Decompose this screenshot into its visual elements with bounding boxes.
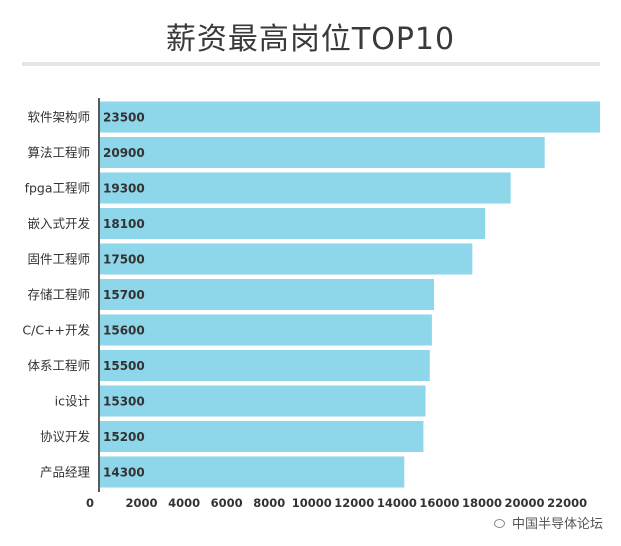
x-tick-label: 16000 xyxy=(419,496,459,510)
bar xyxy=(100,279,435,310)
watermark: 中国半导体论坛 xyxy=(493,513,603,532)
bar xyxy=(100,137,545,168)
bar xyxy=(100,385,426,417)
x-tick-label: 2000 xyxy=(126,496,158,510)
category-label: 存储工程师 xyxy=(27,287,90,302)
x-tick-label: 10000 xyxy=(292,496,332,510)
x-tick-label: 20000 xyxy=(505,496,545,510)
bar xyxy=(100,208,486,239)
wechat-icon xyxy=(493,517,508,529)
x-tick-label: 6000 xyxy=(211,496,243,510)
ticks-layer: 0 2000 4000 6000 8000 10000 12000 14000 16000 180… xyxy=(86,496,587,510)
bar xyxy=(100,350,430,381)
chart-title: 薪资最高岗位TOP10 xyxy=(165,22,456,57)
x-tick-label: 4000 xyxy=(168,496,200,510)
bar xyxy=(100,101,600,133)
bar-value-label: 15200 xyxy=(103,430,145,444)
x-tick-label: 0 xyxy=(86,496,94,510)
bar xyxy=(100,421,424,452)
x-tick-label: 8000 xyxy=(253,496,285,510)
bar-value-label: 23500 xyxy=(103,111,145,125)
bars-layer xyxy=(100,101,600,488)
bar-value-label: 15500 xyxy=(103,359,145,373)
bar xyxy=(100,314,432,346)
category-label: 产品经理 xyxy=(40,465,91,480)
category-label: 算法工程师 xyxy=(27,145,90,160)
x-tick-label: 22000 xyxy=(547,496,587,510)
bar xyxy=(100,172,511,204)
bar xyxy=(100,456,405,488)
bar-value-label: 15700 xyxy=(103,288,145,302)
title-divider xyxy=(22,62,600,66)
bar xyxy=(100,243,473,275)
category-label: C/C++开发 xyxy=(22,323,90,338)
category-label: 软件架构师 xyxy=(27,110,90,125)
category-label: 体系工程师 xyxy=(27,358,90,373)
bar-value-label: 15300 xyxy=(103,395,145,409)
bar-value-label: 14300 xyxy=(103,466,145,480)
category-label: ic设计 xyxy=(55,394,90,409)
bar-value-label: 20900 xyxy=(103,146,145,160)
x-tick-label: 14000 xyxy=(377,496,417,510)
x-tick-label: 18000 xyxy=(462,496,502,510)
category-label: 嵌入式开发 xyxy=(27,216,90,231)
x-tick-label: 12000 xyxy=(334,496,374,510)
bar-value-label: 19300 xyxy=(103,182,145,196)
bar-value-label: 15600 xyxy=(103,324,145,338)
labels-layer: 23500 软件架构师 20900 算法工程师 19300 fpga工程师 18100 嵌入式… xyxy=(22,110,144,480)
category-label: fpga工程师 xyxy=(25,181,90,196)
category-label: 协议开发 xyxy=(40,429,91,444)
bar-value-label: 17500 xyxy=(103,253,145,267)
watermark-text: 中国半导体论坛 xyxy=(511,517,603,532)
bar-value-label: 18100 xyxy=(103,217,145,231)
category-label: 固件工程师 xyxy=(27,252,90,267)
